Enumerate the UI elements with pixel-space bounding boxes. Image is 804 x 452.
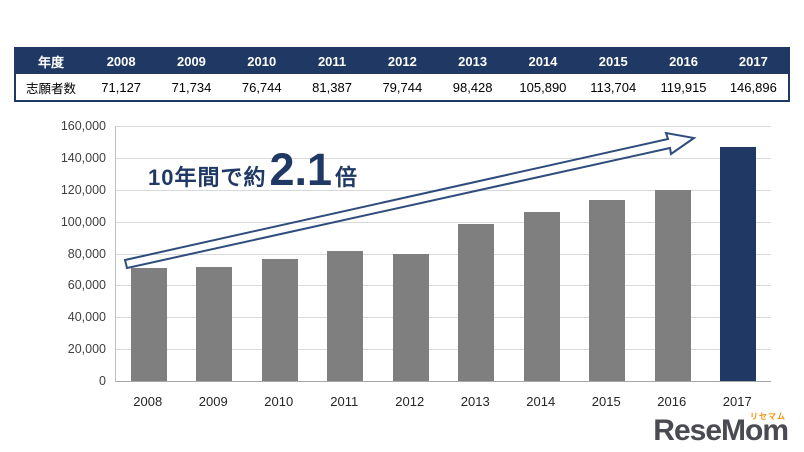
gridline [116,285,771,287]
bar-2008 [130,267,167,381]
gridline [116,349,771,351]
table-year-cell: 2010 [226,48,297,74]
table-header-row: 年度 2008 2009 2010 2011 2012 2013 2014 2015 2016 20… [15,48,789,74]
y-axis-tick-label: 160,000 [60,119,106,133]
y-axis-tick-label: 100,000 [60,214,106,229]
bar-2010 [261,258,298,381]
bar-2014 [523,212,560,381]
bar-2012 [392,253,429,381]
table-value-cell: 79,744 [367,74,438,101]
x-axis-tick-label: 2017 [722,394,752,409]
bar-2011 [327,251,364,381]
table-year-cell: 2015 [578,48,649,74]
table-row-label-cell: 志願者数 [15,74,86,101]
bar-2016 [654,189,691,381]
x-axis-labels: 2008 2009 2010 2011 2012 2013 2014 2015 2016 2017 [115,394,770,409]
gridline [116,317,771,319]
table-year-cell: 2009 [156,48,227,74]
annotation-prefix: 10年間で約 [148,165,267,190]
table-year-cell: 2017 [718,48,789,74]
applicants-table: 年度 2008 2009 2010 2011 2012 2013 2014 2015 2016 20… [14,47,790,102]
table-year-cell: 2013 [437,48,508,74]
table-year-cell: 2014 [507,48,579,74]
table-value-cell: 71,734 [156,74,227,101]
resemom-logo: リセマム ReseMom [653,412,789,447]
bars-container [116,126,771,381]
bar-2009 [196,266,233,381]
table-value-cell: 146,896 [718,74,789,101]
y-axis-tick-label: 60,000 [67,278,106,293]
y-axis-tick-label: 40,000 [67,310,106,325]
table-corner-cell: 年度 [15,48,86,74]
growth-annotation: 10年間で約 2.1 倍 [148,144,358,196]
y-axis-tick-label: 140,000 [60,150,106,165]
y-axis-tick-label: 120,000 [60,182,106,197]
table-value-cell: 98,428 [437,74,508,101]
plot-area [115,126,771,382]
table-value-row: 志願者数 71,127 71,734 76,744 81,387 79,744 98,428… [15,74,789,101]
x-axis-tick-label: 2014 [526,394,556,409]
table-year-cell: 2012 [367,48,438,74]
x-axis-tick-label: 2016 [657,394,687,409]
x-axis-tick-label: 2008 [133,394,163,409]
x-axis-tick-label: 2011 [330,394,359,409]
annotation-suffix: 倍 [335,165,359,190]
table-value-cell: 76,744 [226,74,297,101]
table-value-cell: 71,127 [86,74,157,101]
x-axis-tick-label: 2010 [264,394,294,409]
y-axis-tick-label: 80,000 [67,246,106,261]
table-value-cell: 105,890 [507,74,579,101]
annotation-value: 2.1 [269,144,333,195]
x-axis-tick-label: 2009 [198,394,228,409]
bar-2017 [720,146,757,381]
y-axis-tick-label: 0 [99,374,106,388]
table-year-cell: 2016 [648,48,719,74]
table-year-cell: 2008 [86,48,157,74]
table-value-cell: 81,387 [296,74,368,101]
table-year-cell: 2011 [296,48,368,74]
table-value-cell: 113,704 [578,74,649,101]
logo-text: ReseMom [653,414,789,447]
table-value-cell: 119,915 [648,74,719,101]
bar-2015 [589,199,626,381]
bar-2013 [458,224,495,381]
gridline [116,126,771,127]
y-axis-tick-label: 20,000 [67,342,106,357]
x-axis-tick-label: 2013 [460,394,490,409]
bar-chart: 0 20,000 40,000 60,000 80,000 100,000 120,000 1… [30,116,780,432]
x-axis-tick-label: 2015 [591,394,621,409]
logo-ruby-text: リセマム [750,412,786,421]
x-axis-tick-label: 2012 [395,394,425,409]
